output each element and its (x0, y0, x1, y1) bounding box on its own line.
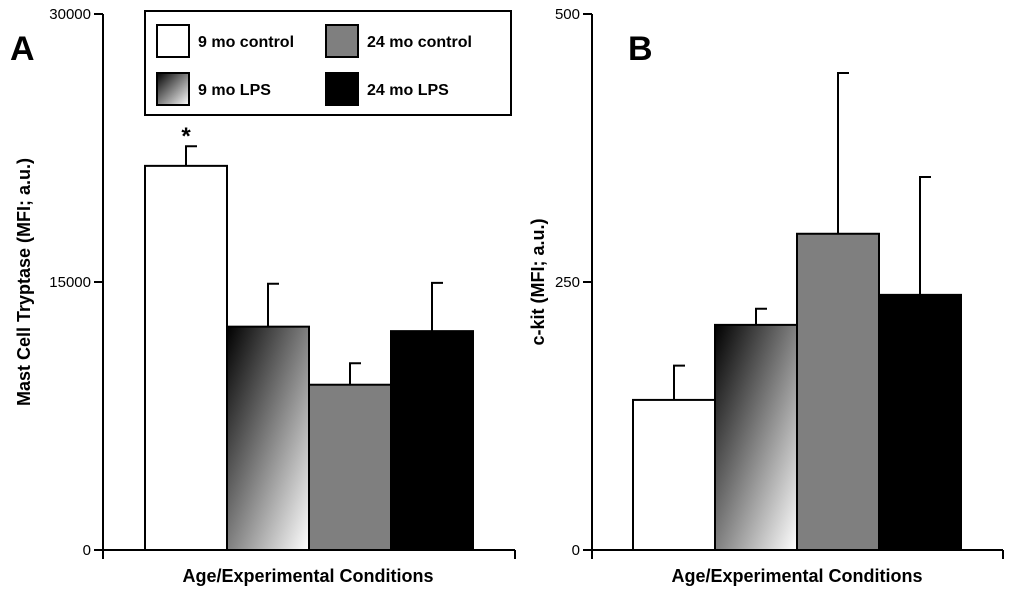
panel-a-bar-2 (226, 325, 310, 551)
legend-swatch-24mo-lps (325, 72, 359, 106)
panel-a-y-tick-label-2: 30000 (49, 6, 91, 23)
panel-a-bar-4 (390, 330, 474, 551)
panel-a-significance-marker: * (181, 123, 191, 150)
legend-label-24mo-control: 24 mo control (367, 34, 472, 51)
panel-a-x-axis-title: Age/Experimental Conditions (182, 566, 433, 586)
panel-b-bar-2 (714, 323, 798, 551)
legend-label-24mo-lps: 24 mo LPS (367, 82, 449, 99)
panel-a-error-bar-2 (267, 282, 279, 327)
legend-label-9mo-control: 9 mo control (198, 34, 294, 51)
panel-b-chart: B c-kit (MFI; a.u.) Age/Experimental Con… (528, 6, 1004, 586)
panel-a-bar-3 (308, 383, 392, 551)
legend-swatch-9mo-control (156, 24, 190, 58)
panel-a-error-bar-3 (349, 362, 361, 385)
panel-b-error-bar-4 (919, 175, 931, 295)
legend-swatch-24mo-control (325, 24, 359, 58)
panel-b-y-tick-label-0: 0 (572, 542, 580, 559)
legend: 9 mo control 24 mo control 9 mo LPS 24 m… (144, 10, 512, 116)
panel-a-letter: A (10, 30, 35, 68)
panel-a-y-tick-label-0: 0 (83, 542, 91, 559)
legend-swatch-9mo-lps (156, 72, 190, 106)
legend-label-9mo-lps: 9 mo LPS (198, 82, 271, 99)
panel-b-error-bar-2 (755, 307, 767, 325)
panel-b-y-tick-label-1: 250 (555, 274, 580, 291)
panel-a-error-bar-1 (185, 145, 197, 166)
panel-a-y-tick-label-1: 15000 (49, 274, 91, 291)
panel-b-bar-4 (878, 293, 962, 552)
panel-a-error-bar-4 (431, 281, 443, 332)
panel-a-bar-1 (144, 164, 228, 551)
panel-b-bar-3 (796, 232, 880, 551)
panel-b-letter: B (628, 30, 653, 68)
panel-a-y-axis-title: Mast Cell Tryptase (MFI; a.u.) (14, 158, 34, 406)
panel-b-y-axis-title: c-kit (MFI; a.u.) (528, 219, 548, 346)
panel-b-error-bar-3 (837, 71, 849, 234)
panel-a-chart: A Mast Cell Tryptase (MFI; a.u.) Age/Exp… (10, 6, 516, 586)
panel-b-error-bar-1 (673, 364, 685, 400)
panel-b-y-tick-label-2: 500 (555, 6, 580, 23)
panel-b-x-axis-title: Age/Experimental Conditions (671, 566, 922, 586)
panel-b-bar-1 (632, 398, 716, 552)
